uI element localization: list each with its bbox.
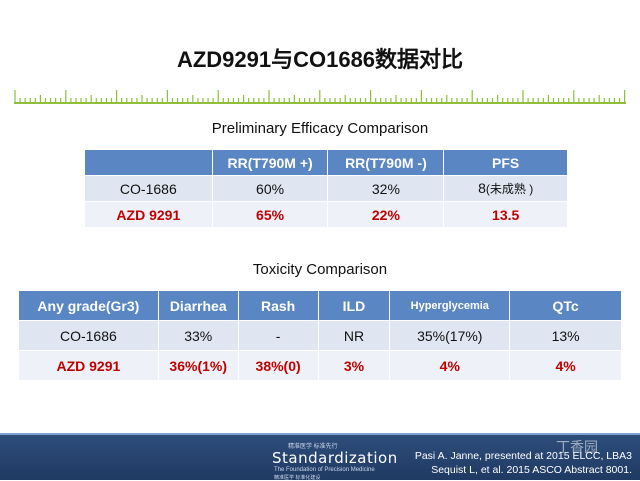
table-cell: 3% [317, 350, 391, 381]
toxicity-header-cell: Diarrhea [157, 290, 239, 321]
toxicity-header-cell: ILD [317, 290, 391, 321]
table-cell: 65% [211, 201, 329, 228]
table-cell: 36%(1%) [157, 350, 239, 381]
citation-line-1: Pasi A. Janne, presented at 2015 ELCC, L… [414, 450, 632, 462]
table-cell: AZD 9291 [18, 350, 159, 381]
table-cell: 4% [389, 350, 511, 381]
watermark-logo: 丁香园 [556, 439, 598, 455]
efficacy-header-cell: RR(T790M +) [211, 149, 329, 176]
table-cell: 33% [157, 320, 239, 351]
table-cell: AZD 9291 [84, 201, 213, 228]
slide-title: AZD9291与CO1686数据对比 [176, 47, 464, 72]
logo-chinese-subtitle: 精准医学 标准化建设 [274, 475, 321, 481]
efficacy-title: Preliminary Efficacy Comparison [211, 120, 429, 137]
toxicity-title: Toxicity Comparison [252, 261, 388, 278]
efficacy-header-cell: RR(T790M -) [327, 149, 445, 176]
ruler-decoration [14, 88, 626, 106]
efficacy-row-co1686: CO-1686 60% 32% 8(未成熟 ) [84, 175, 568, 202]
table-cell: 60% [211, 175, 329, 202]
efficacy-header-cell: PFS [443, 149, 568, 176]
toxicity-row-co1686: CO-1686 33% - NR 35%(17%) 13% [18, 320, 622, 351]
footer-bar: 精准医学 标准先行 Standardization The Foundation… [0, 433, 640, 481]
toxicity-header-row: Any grade(Gr3) Diarrhea Rash ILD Hypergl… [18, 290, 622, 321]
table-cell: CO-1686 [84, 175, 213, 202]
table-cell: NR [317, 320, 391, 351]
pfs-value: 8 [478, 180, 486, 196]
table-cell: CO-1686 [18, 320, 159, 351]
ruler-svg [14, 90, 626, 104]
table-cell: 4% [509, 350, 622, 381]
logo-tagline: 精准医学 标准先行 [288, 444, 338, 450]
table-cell: 8(未成熟 ) [443, 175, 568, 202]
efficacy-table: RR(T790M +) RR(T790M -) PFS CO-1686 60% … [84, 149, 568, 228]
table-cell: 38%(0) [237, 350, 319, 381]
table-cell: 35%(17%) [389, 320, 511, 351]
toxicity-table: Any grade(Gr3) Diarrhea Rash ILD Hypergl… [18, 290, 622, 381]
toxicity-header-cell: Any grade(Gr3) [18, 290, 159, 321]
table-cell: 32% [327, 175, 445, 202]
toxicity-header-cell: Rash [237, 290, 319, 321]
toxicity-header-cell: QTc [509, 290, 622, 321]
footer-divider [0, 433, 640, 435]
table-cell: 13% [509, 320, 622, 351]
efficacy-header-row: RR(T790M +) RR(T790M -) PFS [84, 149, 568, 176]
efficacy-header-cell [84, 149, 213, 176]
efficacy-row-azd9291: AZD 9291 65% 22% 13.5 [84, 201, 568, 228]
citation-line-2: Sequist L, et al. 2015 ASCO Abstract 800… [431, 464, 632, 476]
logo-subtitle: The Foundation of Precision Medicine [274, 467, 375, 473]
table-cell: 13.5 [443, 201, 568, 228]
table-cell: 22% [327, 201, 445, 228]
toxicity-row-azd9291: AZD 9291 36%(1%) 38%(0) 3% 4% 4% [18, 350, 622, 381]
standardization-logo: Standardization [272, 449, 398, 467]
table-cell: - [237, 320, 319, 351]
toxicity-header-cell: Hyperglycemia [389, 290, 511, 321]
pfs-note: (未成熟 ) [485, 182, 534, 196]
